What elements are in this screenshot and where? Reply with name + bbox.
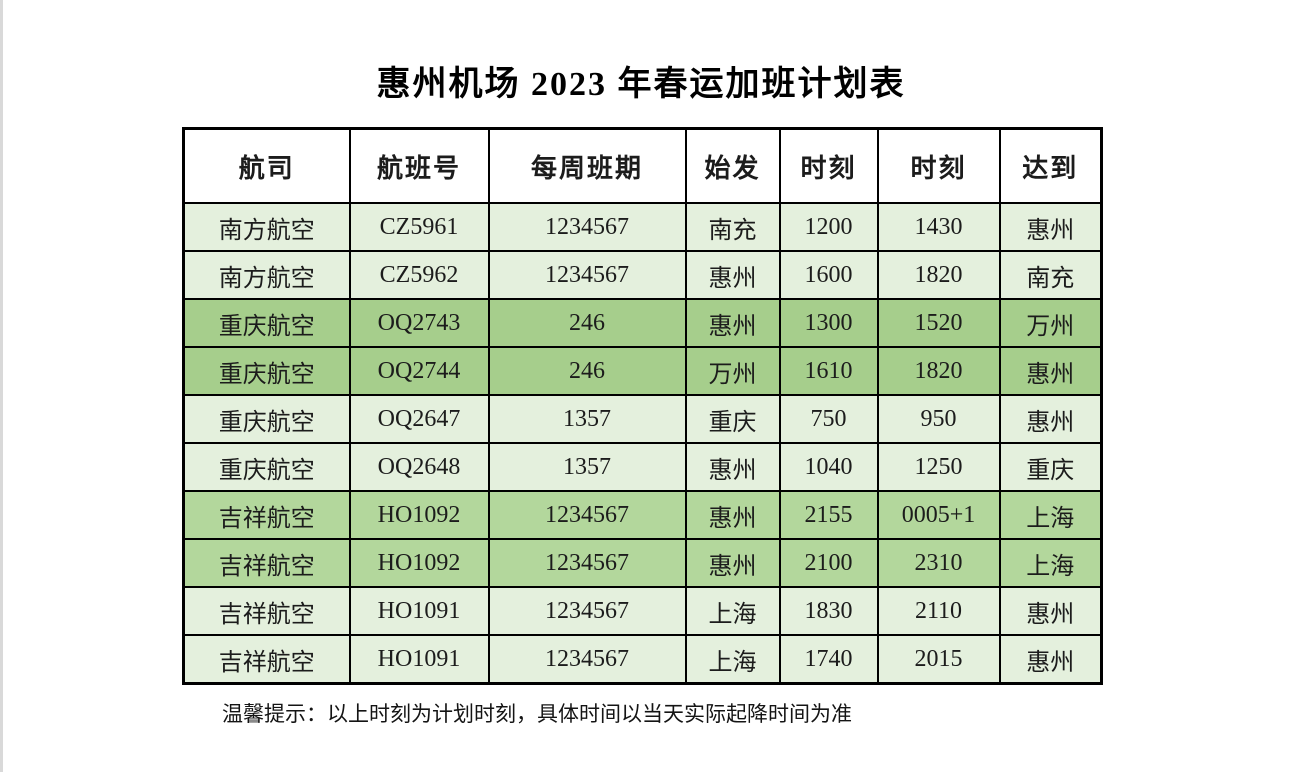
table-row: 重庆航空 OQ2744 246 万州 1610 1820 惠州 [182,346,1103,396]
page-title: 惠州机场 2023 年春运加班计划表 [376,66,906,103]
table-header-cell: 始发 [684,127,781,204]
table-cell: CZ5962 [348,250,490,300]
table-header-cell: 时刻 [778,127,879,204]
footer-note: 温馨提示：以上时刻为计划时刻，具体时间以当天实际起降时间为准 [222,703,852,726]
table-cell: 1830 [778,586,879,636]
table-cell: HO1092 [348,538,490,588]
table-cell: 惠州 [684,442,781,492]
table-cell: 1200 [778,202,879,252]
table-cell: 950 [876,394,1001,444]
table-header-cell: 达到 [998,127,1103,204]
table-cell: 246 [487,346,687,396]
table-row: 重庆航空 OQ2647 1357 重庆 750 950 惠州 [182,394,1103,444]
table-cell: 2015 [876,634,1001,685]
table-cell: 南方航空 [182,250,351,300]
table-cell: 1234567 [487,250,687,300]
table-row: 重庆航空 OQ2648 1357 惠州 1040 1250 重庆 [182,442,1103,492]
table-cell: HO1091 [348,586,490,636]
table-cell: 万州 [998,298,1103,348]
table-cell: 惠州 [684,490,781,540]
table-cell: 上海 [684,634,781,685]
table-cell: 0005+1 [876,490,1001,540]
table-cell: 万州 [684,346,781,396]
table-cell: 1600 [778,250,879,300]
table-cell: 重庆航空 [182,442,351,492]
table-cell: 1430 [876,202,1001,252]
table-header-cell: 航司 [182,127,351,204]
table-cell: OQ2647 [348,394,490,444]
table-cell: 上海 [684,586,781,636]
table-cell: 1234567 [487,202,687,252]
table-cell: 惠州 [684,538,781,588]
table-cell: 惠州 [998,202,1103,252]
table-cell: 1234567 [487,490,687,540]
table-cell: OQ2648 [348,442,490,492]
table-row: 南方航空 CZ5962 1234567 惠州 1600 1820 南充 [182,250,1103,300]
table-cell: 惠州 [684,298,781,348]
table-row: 吉祥航空 HO1091 1234567 上海 1830 2110 惠州 [182,586,1103,636]
table-cell: 1357 [487,394,687,444]
table-cell: OQ2744 [348,346,490,396]
table-cell: 2310 [876,538,1001,588]
table-cell: 重庆航空 [182,394,351,444]
table-cell: 南充 [684,202,781,252]
table-cell: 246 [487,298,687,348]
table-cell: 重庆航空 [182,298,351,348]
table-row: 吉祥航空 HO1092 1234567 惠州 2100 2310 上海 [182,538,1103,588]
table-cell: 1234567 [487,634,687,685]
table-cell: OQ2743 [348,298,490,348]
table-cell: 1040 [778,442,879,492]
table-cell: 南方航空 [182,202,351,252]
table-cell: 1610 [778,346,879,396]
table-row: 重庆航空 OQ2743 246 惠州 1300 1520 万州 [182,298,1103,348]
table-cell: 2155 [778,490,879,540]
table-cell: 1250 [876,442,1001,492]
table-cell: 南充 [998,250,1103,300]
table-cell: 750 [778,394,879,444]
table-cell: 重庆 [998,442,1103,492]
table-header-cell: 每周班期 [487,127,687,204]
table-row: 南方航空 CZ5961 1234567 南充 1200 1430 惠州 [182,202,1103,252]
flight-schedule-table: 航司 航班号 每周班期 始发 时刻 时刻 达到 南方航空 CZ5961 1234567 南充 120… [182,127,1103,685]
table-header-row: 航司 航班号 每周班期 始发 时刻 时刻 达到 [182,127,1103,204]
table-row: 吉祥航空 HO1092 1234567 惠州 2155 0005+1 上海 [182,490,1103,540]
table-cell: 1820 [876,250,1001,300]
table-cell: 1357 [487,442,687,492]
table-cell: 重庆航空 [182,346,351,396]
table-cell: 惠州 [998,634,1103,685]
table-cell: 1740 [778,634,879,685]
table-cell: 惠州 [998,586,1103,636]
table-header-cell: 时刻 [876,127,1001,204]
table-cell: 1820 [876,346,1001,396]
table-cell: 吉祥航空 [182,634,351,685]
table-cell: 吉祥航空 [182,586,351,636]
table-cell: 上海 [998,538,1103,588]
table-cell: 1234567 [487,586,687,636]
table-cell: 2110 [876,586,1001,636]
table-cell: HO1091 [348,634,490,685]
table-cell: 1300 [778,298,879,348]
table-cell: 1234567 [487,538,687,588]
table-cell: 2100 [778,538,879,588]
table-cell: 惠州 [998,346,1103,396]
table-row: 吉祥航空 HO1091 1234567 上海 1740 2015 惠州 [182,634,1103,685]
left-edge-divider [0,0,3,772]
table-cell: 惠州 [684,250,781,300]
table-cell: 重庆 [684,394,781,444]
table-cell: 吉祥航空 [182,538,351,588]
table-cell: 惠州 [998,394,1103,444]
table-cell: 1520 [876,298,1001,348]
table-cell: 上海 [998,490,1103,540]
table-cell: CZ5961 [348,202,490,252]
table-cell: 吉祥航空 [182,490,351,540]
table-header-cell: 航班号 [348,127,490,204]
table-cell: HO1092 [348,490,490,540]
